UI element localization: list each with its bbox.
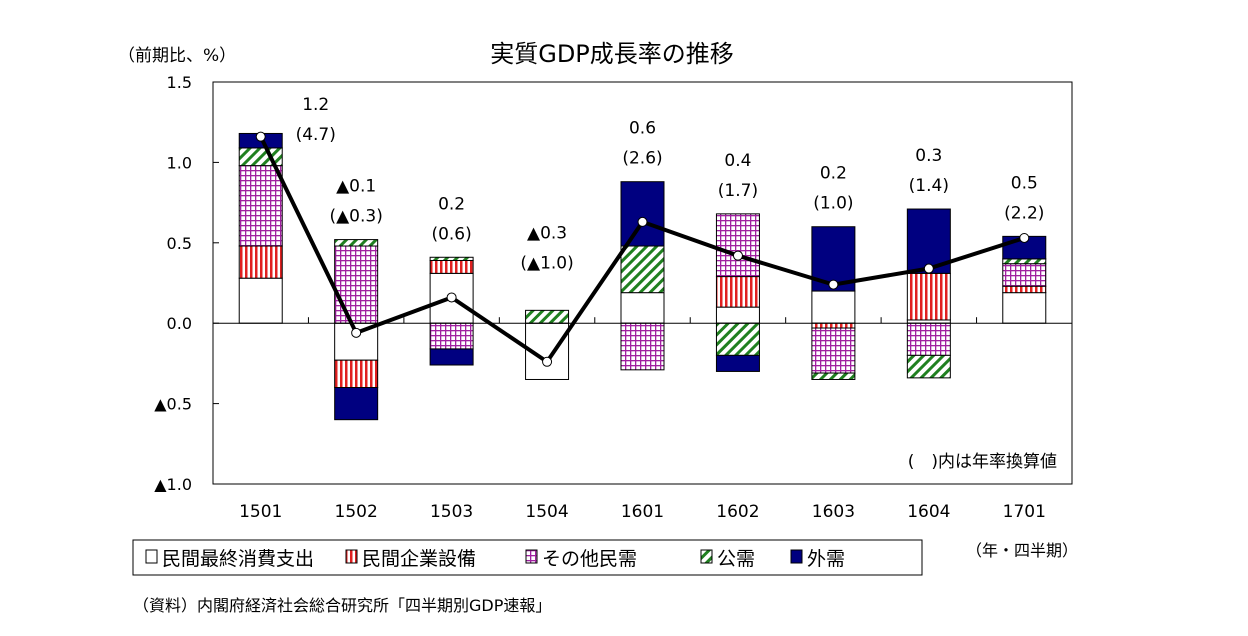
gdp-point (637, 216, 648, 227)
chart-title: 実質GDP成長率の推移 (490, 40, 734, 68)
bar-segment-1503 (429, 256, 474, 261)
bar-segment-1501 (238, 245, 283, 279)
bar-segment-1602 (715, 306, 760, 324)
bar-segment-1502 (334, 387, 379, 421)
legend-label: 民間最終消費支出 (162, 548, 314, 570)
annotation: ( )内は年率換算値 (908, 452, 1057, 472)
data-label: 0.5 (1011, 173, 1038, 193)
x-tick-label: 1501 (239, 502, 282, 522)
bar-segment-1503 (429, 322, 474, 350)
annual-rate-label: (1.7) (718, 181, 758, 201)
legend-label: その他民需 (542, 548, 637, 570)
x-tick-label: 1502 (335, 502, 378, 522)
bar-segment-1603 (811, 290, 856, 324)
legend-swatch (700, 549, 713, 564)
bar-segment-1604 (906, 354, 951, 379)
y-tick-label: 1.0 (167, 153, 192, 172)
bar-segment-1602 (715, 213, 760, 278)
bar-segment-1602 (715, 354, 760, 372)
bar-segment-1503 (429, 259, 474, 274)
bar-segment-1501 (238, 165, 283, 247)
annual-rate-label: (2.6) (622, 149, 662, 169)
bar-segment-1603 (811, 322, 856, 329)
bar-segment-1701 (1002, 258, 1047, 265)
annual-rate-label: (4.7) (296, 125, 336, 145)
data-label: 0.3 (915, 146, 942, 166)
annual-rate-label: (▲0.3) (329, 207, 382, 227)
x-tick-label: 1602 (716, 502, 759, 522)
data-label: ▲0.1 (336, 177, 376, 197)
x-tick-label: 1601 (621, 502, 664, 522)
legend: 民間最終消費支出 民間企業設備 その他民需 公需 外需 (145, 548, 845, 570)
x-tick-label: 1701 (1003, 502, 1046, 522)
gdp-point (446, 292, 457, 303)
gdp-point (923, 263, 934, 274)
plot-area (212, 81, 1073, 485)
bar-segment-1502 (334, 359, 379, 389)
bar-segment-1502 (334, 245, 379, 324)
y-tick-label: ▲0.5 (154, 395, 192, 414)
gdp-point (828, 279, 839, 290)
legend-label: 外需 (807, 548, 845, 570)
bar-segment-1601 (620, 245, 665, 294)
x-axis-label: （年・四半期） (966, 541, 1078, 560)
x-tick-label: 1503 (430, 502, 473, 522)
data-label: 0.6 (629, 119, 656, 139)
legend-swatch (345, 549, 358, 564)
annual-rate-label: (0.6) (431, 224, 471, 244)
bar-segment-1604 (906, 322, 951, 356)
data-label: 0.2 (820, 164, 847, 184)
bar-segment-1504 (525, 309, 570, 324)
gdp-point (542, 356, 553, 367)
y-axis-label: （前期比、%） (118, 46, 236, 66)
bar-segment-1501 (238, 147, 283, 167)
bar-segment-1603 (811, 327, 856, 374)
data-label: 0.4 (724, 151, 751, 171)
y-tick-label: ▲1.0 (154, 475, 192, 494)
data-label: ▲0.3 (527, 223, 567, 243)
annual-rate-label: (2.2) (1004, 203, 1044, 223)
legend-label: 民間企業設備 (362, 548, 476, 570)
bar-segment-1604 (906, 272, 951, 321)
y-tick-label: 1.5 (167, 73, 192, 92)
bar-segment-1701 (1002, 292, 1047, 324)
y-tick-label: 0.0 (167, 314, 192, 333)
bar-segment-1501 (238, 277, 283, 324)
bar-segment-1503 (429, 348, 474, 366)
bar-segment-1603 (811, 372, 856, 380)
x-tick-label: 1504 (525, 502, 568, 522)
legend-swatch (790, 549, 803, 564)
gdp-point (351, 327, 362, 338)
x-tick-label: 1604 (907, 502, 950, 522)
source-note: （資料）内閣府経済社会総合研究所「四半期別GDP速報」 (133, 596, 551, 615)
annual-rate-label: (1.0) (813, 194, 853, 214)
bar-segment-1601 (620, 322, 665, 371)
y-tick-label: 0.5 (167, 234, 192, 253)
legend-swatch (145, 549, 158, 564)
gdp-point (255, 131, 266, 142)
bar-segment-1701 (1002, 285, 1047, 294)
legend-swatch (525, 549, 538, 564)
bar-segment-1502 (334, 239, 379, 247)
bar-segment-1602 (715, 322, 760, 356)
bar-segment-1601 (620, 292, 665, 324)
bar-segment-1602 (715, 276, 760, 308)
gdp-point (732, 250, 743, 261)
annual-rate-label: (▲1.0) (520, 253, 573, 273)
x-tick-label: 1603 (812, 502, 855, 522)
legend-label: 公需 (717, 548, 755, 570)
annual-rate-label: (1.4) (909, 176, 949, 196)
data-label: 0.2 (438, 194, 465, 214)
bar-segment-1601 (620, 181, 665, 247)
gdp-point (1019, 232, 1030, 243)
bar-segment-1701 (1002, 263, 1047, 287)
data-label: 1.2 (302, 95, 329, 115)
